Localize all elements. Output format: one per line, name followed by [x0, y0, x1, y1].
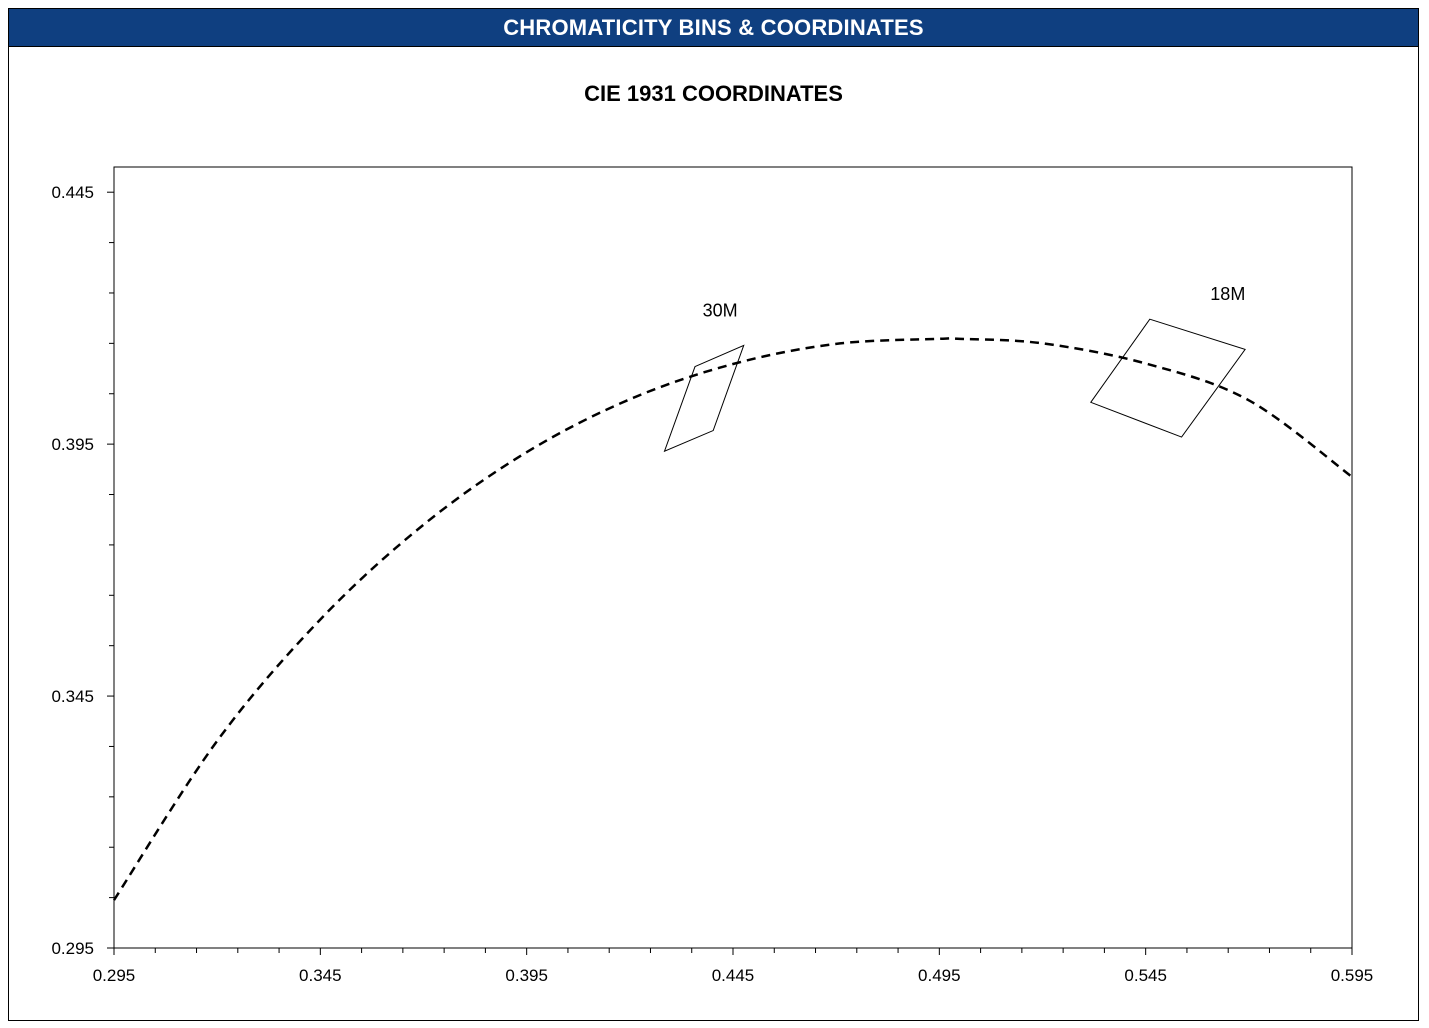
header-bar: CHROMATICITY BINS & COORDINATES [9, 9, 1418, 47]
x-tick-label: 0.345 [299, 966, 342, 985]
chart-title: CIE 1931 COORDINATES [584, 81, 843, 106]
x-tick-label: 0.495 [918, 966, 961, 985]
y-tick-label: 0.395 [51, 435, 94, 454]
y-tick-label: 0.445 [51, 183, 94, 202]
chart-panel: CHROMATICITY BINS & COORDINATES CIE 1931… [8, 8, 1419, 1021]
x-tick-label: 0.445 [712, 966, 755, 985]
y-tick-label: 0.345 [51, 687, 94, 706]
x-tick-label: 0.395 [505, 966, 548, 985]
plot-area [113, 166, 1353, 949]
bin-label: 30M [703, 300, 738, 320]
x-tick-label: 0.595 [1331, 966, 1374, 985]
bin-30m [663, 344, 745, 453]
bin-18m [1090, 318, 1246, 438]
planckian-locus-line [112, 336, 1353, 901]
bin-label: 18M [1210, 284, 1245, 304]
x-tick-label: 0.295 [93, 966, 136, 985]
y-tick-label: 0.295 [51, 939, 94, 958]
x-tick-label: 0.545 [1124, 966, 1167, 985]
